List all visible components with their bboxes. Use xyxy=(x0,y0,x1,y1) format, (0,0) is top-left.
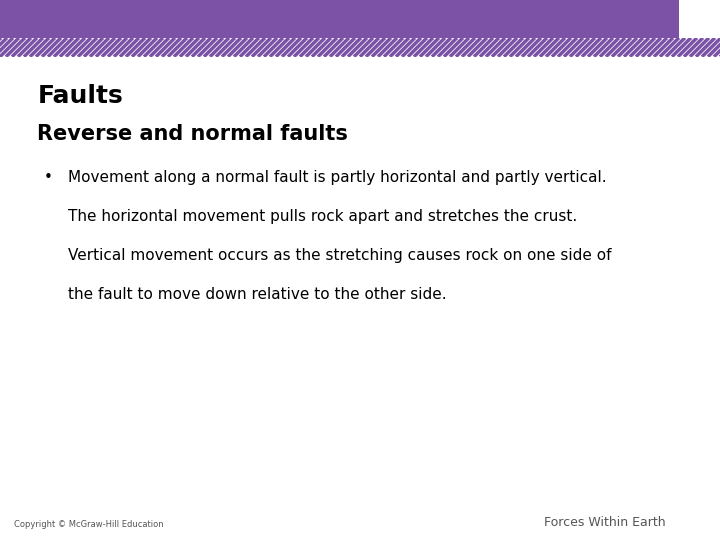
FancyBboxPatch shape xyxy=(0,0,679,38)
Text: Movement along a normal fault is partly horizontal and partly vertical.: Movement along a normal fault is partly … xyxy=(68,170,606,185)
Text: Forces Within Earth: Forces Within Earth xyxy=(544,516,665,529)
Text: the fault to move down relative to the other side.: the fault to move down relative to the o… xyxy=(68,287,446,302)
Text: Faults: Faults xyxy=(37,84,123,107)
FancyBboxPatch shape xyxy=(0,38,679,57)
Text: The horizontal movement pulls rock apart and stretches the crust.: The horizontal movement pulls rock apart… xyxy=(68,209,577,224)
Text: Reverse and normal faults: Reverse and normal faults xyxy=(37,124,348,144)
Text: Vertical movement occurs as the stretching causes rock on one side of: Vertical movement occurs as the stretchi… xyxy=(68,248,611,263)
Text: Copyright © McGraw-Hill Education: Copyright © McGraw-Hill Education xyxy=(14,520,163,529)
Text: •: • xyxy=(44,170,53,185)
